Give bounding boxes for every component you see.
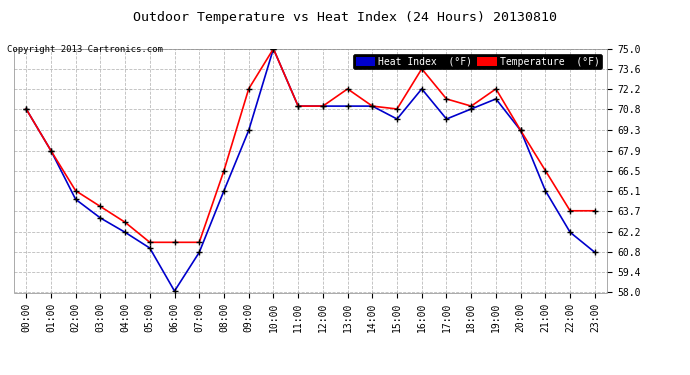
Legend: Heat Index  (°F), Temperature  (°F): Heat Index (°F), Temperature (°F)	[353, 54, 602, 69]
Text: Copyright 2013 Cartronics.com: Copyright 2013 Cartronics.com	[7, 45, 163, 54]
Text: Outdoor Temperature vs Heat Index (24 Hours) 20130810: Outdoor Temperature vs Heat Index (24 Ho…	[133, 11, 557, 24]
